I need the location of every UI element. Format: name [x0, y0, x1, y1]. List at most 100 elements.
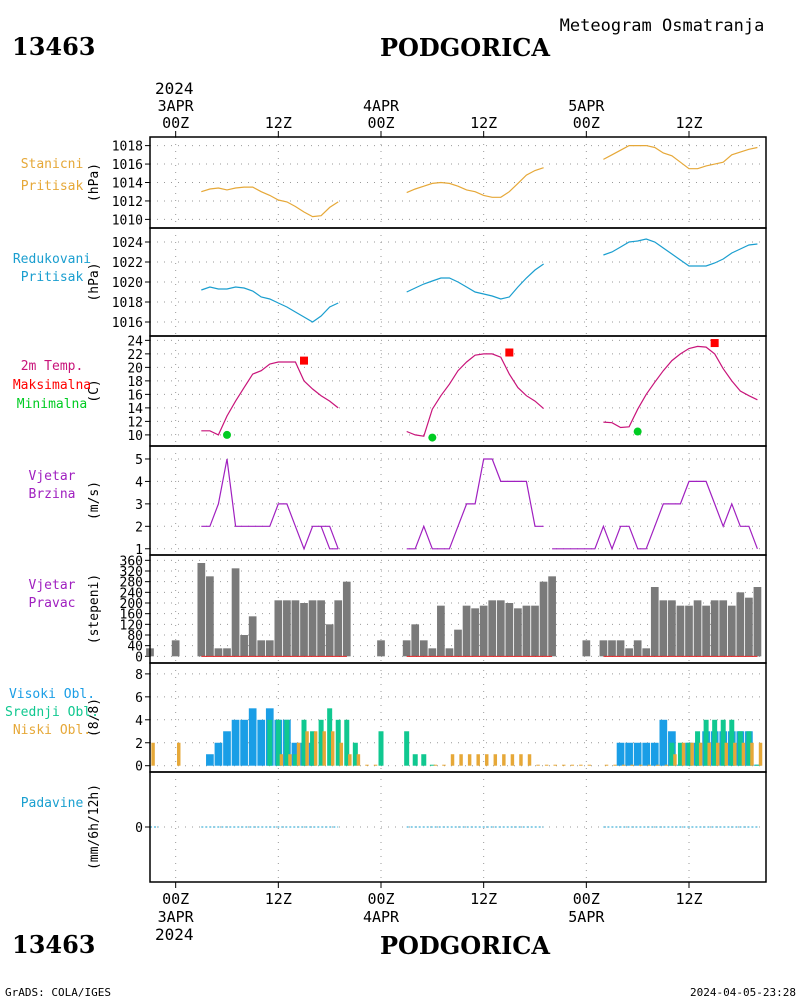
direction-bar	[548, 576, 556, 657]
y-tick-label: 4	[135, 475, 143, 490]
direction-bar	[608, 640, 616, 657]
cloud-bar	[433, 764, 438, 766]
date-label: 3APR	[158, 97, 195, 115]
hour-label: 12Z	[470, 114, 497, 132]
panel-frame	[149, 771, 767, 883]
cloud-bar	[737, 731, 743, 766]
series-line	[406, 353, 544, 437]
y-tick-label: 1024	[112, 236, 143, 251]
y-tick-label: 10	[127, 429, 143, 444]
panel-redukovani: 1016 1018 1020 1022 1024 (hPa)Redukovani Priti…	[13, 227, 767, 337]
cloud-bar	[677, 742, 683, 766]
panel-label: Pritisak	[21, 270, 84, 285]
cloud-bar	[613, 764, 617, 766]
panel-label: Padavine	[21, 796, 84, 811]
cloud-bar	[485, 754, 489, 766]
direction-bar	[479, 605, 488, 657]
direction-bar	[419, 640, 428, 657]
cloud-bar	[625, 742, 633, 766]
cloud-bar	[669, 742, 675, 766]
direction-bar	[265, 640, 274, 657]
cloud-bar	[695, 731, 701, 766]
cloud-bar	[642, 742, 651, 766]
date-label: 4APR	[363, 908, 400, 926]
direction-bar	[693, 600, 702, 657]
cloud-bar	[527, 754, 532, 766]
direction-bar	[334, 600, 343, 657]
cloud-bar	[214, 742, 223, 766]
y-tick-label: 2	[135, 520, 143, 535]
y-tick-label: 40	[127, 640, 143, 655]
direction-bar	[377, 640, 385, 657]
y-axis-label: (m/s)	[87, 481, 102, 520]
direction-bar	[736, 592, 745, 657]
direction-bar	[505, 603, 514, 657]
cloud-bar	[690, 742, 694, 766]
direction-bar	[745, 597, 753, 657]
cloud-bar	[240, 719, 248, 766]
y-tick-label: 1022	[112, 256, 143, 271]
direction-bar	[650, 587, 659, 657]
y-tick-label: 320	[120, 565, 143, 580]
direction-bar	[197, 563, 206, 657]
direction-bar	[539, 581, 548, 657]
cloud-bar	[284, 719, 290, 766]
y-tick-label: 1016	[112, 316, 143, 331]
station-id-top: 13463	[12, 32, 96, 61]
direction-bar	[633, 640, 642, 657]
tmin-marker	[428, 433, 437, 442]
panel-label: Minimalna	[17, 397, 87, 412]
panel-oblaci: 0 2 4 6 8 (8/8)Visoki Obl. Srednji Obl. Niski O…	[5, 662, 767, 775]
y-tick-label: 12	[127, 415, 143, 430]
series-line	[552, 480, 758, 551]
cloud-bar	[758, 742, 763, 766]
cloud-bar	[647, 764, 652, 766]
y-tick-label: 0	[135, 760, 143, 775]
direction-bar	[342, 581, 351, 657]
series-line	[603, 238, 758, 267]
cloud-bar	[348, 754, 352, 766]
cloud-bar	[630, 764, 634, 766]
direction-bar	[428, 648, 437, 657]
footer-credit: GrADS: COLA/IGES	[5, 986, 111, 999]
direction-bar	[257, 640, 266, 657]
series-line	[201, 286, 339, 323]
direction-bar	[283, 600, 291, 657]
series-line	[201, 361, 339, 436]
cloud-bar	[412, 754, 418, 766]
hour-label: 12Z	[265, 114, 292, 132]
cloud-bar	[322, 731, 326, 766]
y-axis-label: (mm/6h/12h)	[87, 784, 102, 870]
cloud-bar	[681, 742, 686, 766]
cloud-bar	[248, 708, 257, 766]
time-axis-bottom: 00Z 12Z 00Z 12Z 00Z 12Z 3APR 4APR 5APR	[158, 882, 703, 926]
date-label: 5APR	[568, 97, 605, 115]
date-label: 4APR	[363, 97, 400, 115]
cloud-bar	[352, 742, 358, 766]
direction-bar	[710, 600, 719, 657]
y-tick-label: 5	[135, 453, 143, 468]
panel-label: Visoki Obl.	[9, 687, 95, 702]
y-tick-label: 0	[135, 821, 143, 836]
direction-bar	[659, 600, 668, 657]
panel-padavine: 0 (mm/6h/12h)Padavine	[21, 771, 767, 883]
cloud-bar	[724, 742, 729, 766]
series-line	[201, 186, 339, 218]
y-tick-label: 1	[135, 543, 143, 558]
direction-bar	[522, 605, 531, 657]
panel-brzina: 1 2 3 4 5 (m/s) Vjetar Brzina	[29, 445, 767, 558]
y-tick-label: 20	[127, 361, 143, 376]
y-tick-label: 3	[135, 498, 143, 513]
panel-label: Pravac	[29, 596, 76, 611]
y-tick-label: 1012	[112, 195, 143, 210]
cloud-bar	[750, 742, 754, 766]
y-tick-label: 8	[135, 668, 143, 683]
panel-label: Brzina	[29, 487, 76, 502]
direction-bar	[471, 608, 479, 657]
cloud-bar	[305, 731, 309, 766]
direction-bar	[231, 568, 240, 657]
direction-bar	[676, 605, 685, 657]
cloud-bar	[344, 719, 350, 766]
time-axis-top: 00Z 12Z 00Z 12Z 00Z 12Z 3APR 4APR 5APR	[158, 97, 703, 137]
